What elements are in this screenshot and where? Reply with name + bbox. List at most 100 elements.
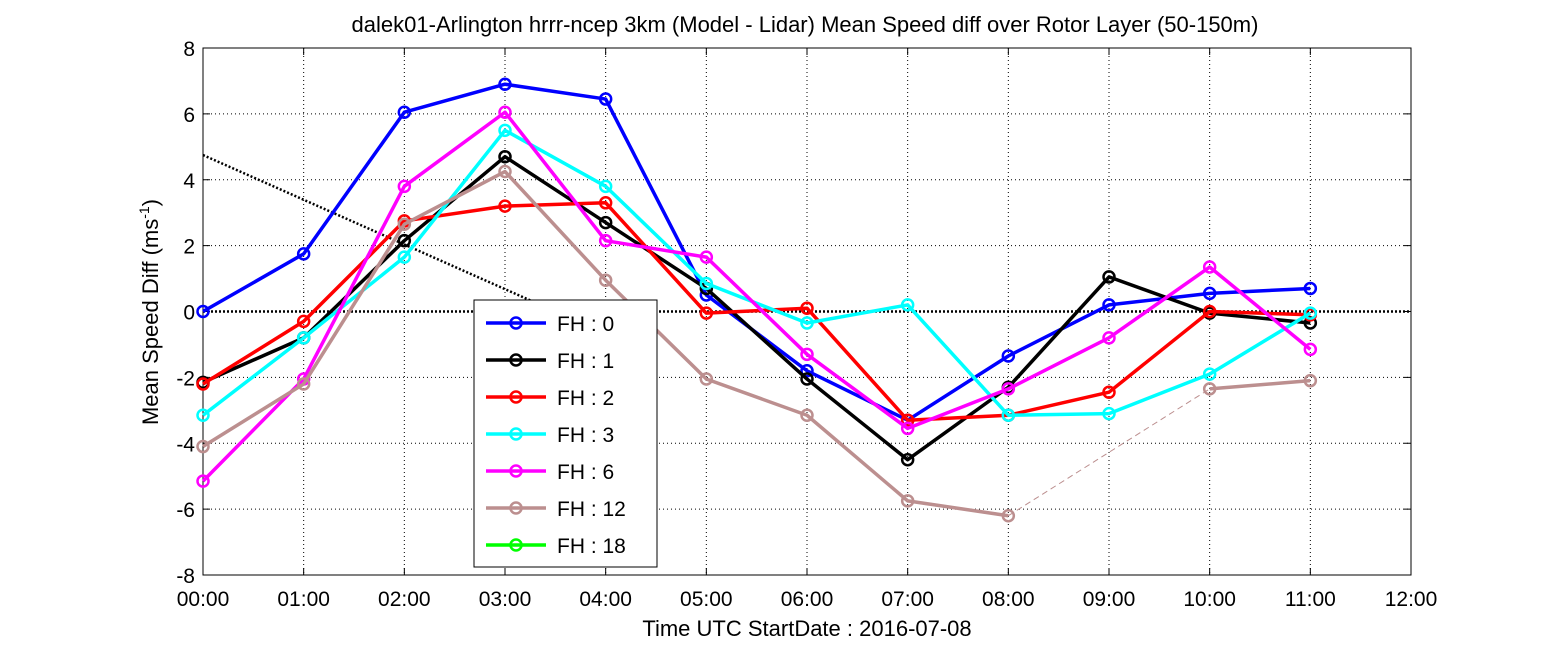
legend-marker xyxy=(509,501,523,515)
data-point xyxy=(598,233,613,248)
y-axis-label-main: Mean Speed Diff (ms xyxy=(138,219,163,425)
data-point xyxy=(296,377,311,391)
data-point xyxy=(296,247,311,261)
legend-marker xyxy=(509,316,523,330)
x-axis-label: Time UTC StartDate : 2016-07-08 xyxy=(642,616,971,641)
data-point xyxy=(498,77,512,91)
x-tick-label: 10:00 xyxy=(1183,588,1236,611)
legend-marker xyxy=(509,538,523,552)
data-point xyxy=(1202,286,1217,301)
data-point xyxy=(699,276,714,291)
data-point xyxy=(598,273,613,287)
series-line xyxy=(202,154,1311,462)
data-point xyxy=(699,306,714,320)
data-point xyxy=(900,421,915,436)
data-point xyxy=(196,377,210,391)
data-point xyxy=(1102,298,1116,312)
data-point xyxy=(196,474,210,488)
y-tick-label: 8 xyxy=(183,38,195,61)
legend-label: FH : 0 xyxy=(557,313,614,336)
y-tick-label: 4 xyxy=(183,170,195,193)
series-3 xyxy=(196,123,1318,423)
legend-label: FH : 18 xyxy=(557,535,626,558)
data-point xyxy=(800,301,814,315)
data-point xyxy=(397,105,412,119)
legend-marker xyxy=(509,427,523,441)
x-tick-label: 00:00 xyxy=(177,588,230,611)
data-point xyxy=(296,314,311,329)
data-point xyxy=(1303,281,1318,296)
series-2 xyxy=(196,196,1318,427)
reference-lines xyxy=(202,153,1411,517)
x-tick-label: 04:00 xyxy=(579,588,632,611)
data-point xyxy=(196,408,210,423)
data-point xyxy=(598,92,613,106)
y-tick-label: -2 xyxy=(176,367,195,390)
data-point xyxy=(598,196,613,210)
data-point xyxy=(900,452,915,467)
legend-marker xyxy=(509,464,523,478)
data-point xyxy=(498,199,512,213)
legend-marker xyxy=(509,353,523,367)
y-tick-label: 6 xyxy=(183,104,195,127)
data-point xyxy=(1202,382,1217,396)
series-line xyxy=(202,201,1311,422)
data-point xyxy=(1102,406,1116,421)
data-point xyxy=(598,215,613,230)
legend-label: FH : 3 xyxy=(557,424,614,447)
series-line xyxy=(201,128,1312,418)
data-point xyxy=(1001,508,1016,523)
data-point xyxy=(1303,342,1318,357)
data-point xyxy=(699,250,714,264)
y-tick-label: 0 xyxy=(183,302,195,325)
y-axis-label: Mean Speed Diff (ms-1) xyxy=(136,199,163,425)
data-point xyxy=(1202,304,1217,319)
data-point xyxy=(397,233,412,248)
data-point xyxy=(699,372,714,386)
x-tick-label: 08:00 xyxy=(982,588,1035,611)
data-point xyxy=(498,123,512,138)
series-4 xyxy=(196,105,1318,488)
y-tick-label: -8 xyxy=(176,565,195,588)
x-tick-label: 09:00 xyxy=(1083,588,1136,611)
series-line xyxy=(1209,378,1311,391)
x-tick-label: 02:00 xyxy=(378,588,431,611)
legend: FH : 0 FH : 1 FH : 2 FH : 3 FH : 6 FH : 12 FH … xyxy=(473,299,658,568)
data-point xyxy=(397,217,412,231)
axis-ticks: 00:00 01:00 02:00 03:00 04:00 05:00 06:00 07:00… xyxy=(176,38,1437,611)
legend-marker xyxy=(509,390,523,404)
series-line xyxy=(202,169,1009,518)
y-tick-label: -4 xyxy=(176,433,195,456)
series-5 xyxy=(196,164,1318,523)
data-point xyxy=(498,149,512,164)
x-tick-label: 01:00 xyxy=(277,588,330,611)
x-tick-label: 03:00 xyxy=(479,588,532,611)
data-point xyxy=(800,347,814,362)
series-group xyxy=(196,77,1318,523)
series-0 xyxy=(196,77,1318,427)
x-tick-label: 07:00 xyxy=(881,588,934,611)
x-tick-label: 11:00 xyxy=(1285,588,1336,611)
data-point xyxy=(498,105,512,119)
data-point xyxy=(498,164,512,179)
data-point xyxy=(397,250,412,264)
series-1 xyxy=(196,149,1318,467)
legend-label: FH : 12 xyxy=(557,498,626,521)
legend-label: FH : 1 xyxy=(557,350,614,373)
data-point xyxy=(900,413,915,427)
data-point xyxy=(1202,260,1217,274)
legend-label: FH : 6 xyxy=(557,461,614,484)
data-point xyxy=(1202,367,1217,381)
x-tick-label: 05:00 xyxy=(680,588,733,611)
y-axis-label-end: ) xyxy=(138,199,163,206)
series-line xyxy=(201,110,1312,483)
chart-title: dalek01-Arlington hrrr-ncep 3km (Model -… xyxy=(352,12,1259,37)
data-point xyxy=(900,298,915,312)
legend-label: FH : 2 xyxy=(557,387,614,410)
data-point xyxy=(800,408,814,423)
data-point xyxy=(800,316,814,330)
data-point xyxy=(196,304,210,319)
data-point xyxy=(1102,270,1116,284)
data-point xyxy=(800,364,814,378)
